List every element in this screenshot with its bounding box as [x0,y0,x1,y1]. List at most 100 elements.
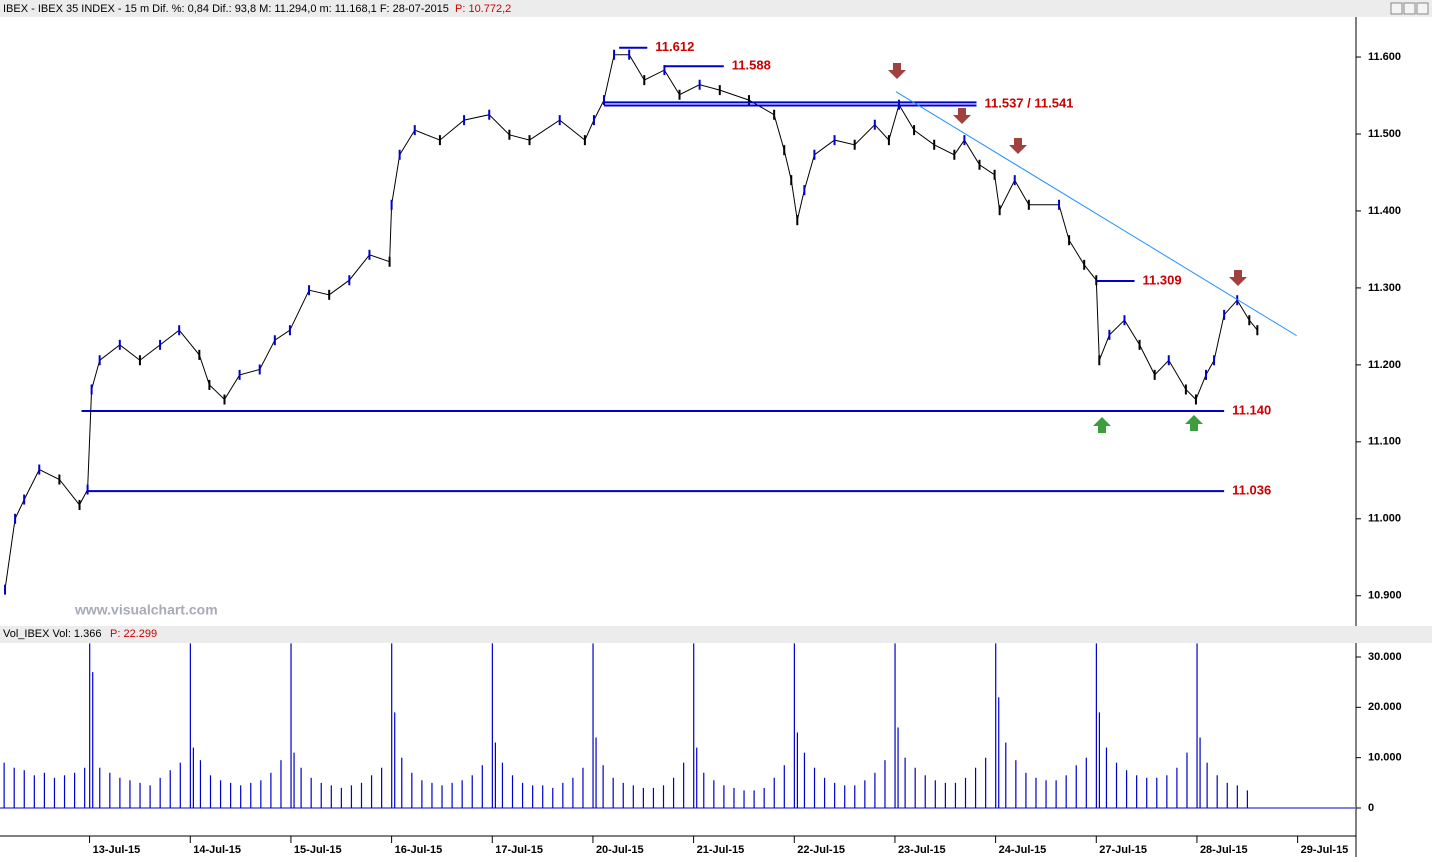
volume-bar [1136,775,1138,809]
minimize-button[interactable] [1390,2,1403,15]
price-bar [38,464,41,475]
price-bar [438,135,441,146]
close-button[interactable] [1416,2,1429,15]
y-tick-label: 11.000 [1368,513,1401,525]
price-bar [90,384,93,395]
volume-bar [461,780,463,809]
down-arrow [888,63,906,79]
volume-bar [1105,747,1108,809]
volume-bar [53,777,56,809]
volume-header-bar [0,626,1432,643]
volume-bar [3,762,5,809]
price-bar [198,349,201,360]
x-tick-label: 16-Jul-15 [395,844,443,856]
price-bar [813,149,816,160]
price-bar [643,75,646,86]
price-bar [413,125,416,136]
price-bar [1108,329,1111,340]
price-bar [178,325,181,336]
price-bar [1184,384,1187,395]
price-bar [913,125,916,136]
volume-bar [179,762,181,809]
volume-bar [1025,772,1027,809]
price-bar [1013,175,1016,186]
volume-bar [1199,737,1201,809]
volume-bar [192,747,194,809]
price-bar [508,129,511,140]
price-bar [1248,315,1251,326]
volume-bar [964,777,967,809]
volume-bar [1196,643,1198,809]
x-tick-label: 22-Jul-15 [797,844,845,856]
price-bar [1236,295,1239,306]
volume-bar [693,643,695,809]
watermark: www.visualchart.com [74,602,218,618]
price-bar [663,65,666,76]
price-bar [1098,355,1101,366]
price-bar [628,49,631,60]
price-bar [1153,369,1156,380]
volume-bar [602,765,604,809]
price-bar [833,135,836,146]
volume-bar [441,785,443,809]
volume-bar [451,782,453,809]
price-bar [583,135,586,146]
price-bar [1256,325,1259,336]
y-tick-label: 11.200 [1368,359,1401,371]
price-bar [1123,315,1126,326]
y-tick-label: 11.500 [1368,128,1401,140]
price-bar [528,135,531,146]
price-bar [1027,199,1030,210]
volume-bar [914,767,916,809]
volume-bar [1005,742,1007,809]
volume-bar [1125,770,1128,809]
volume-bar [471,775,473,809]
price-line [4,54,1258,590]
volume-bar [904,757,906,809]
volume-bar [793,643,795,809]
volume-bar [1246,790,1248,809]
volume-bar [129,780,131,809]
volume-bar [149,785,151,809]
y-tick-label: 30.000 [1368,651,1402,663]
volume-bar [844,785,846,809]
price-bar [1205,369,1208,380]
price-bar [398,149,401,160]
volume-bar [1146,777,1148,809]
level-label: 11.140 [1232,402,1271,417]
down-arrow [1009,138,1027,154]
volume-bar [743,790,745,809]
up-arrow [1185,415,1203,431]
price-bar [933,139,936,150]
volume-bar [13,767,15,809]
volume-bar [411,772,413,809]
volume-bar [582,767,584,809]
volume-bar [481,765,483,809]
down-arrow [1229,270,1247,286]
price-bar [953,149,956,160]
price-bar [348,275,351,286]
volume-bar [662,785,665,809]
volume-bar [159,777,161,809]
price-bar [718,85,721,96]
volume-bar [954,782,957,809]
level-label: 11.309 [1143,272,1182,287]
price-bar [208,379,211,390]
volume-bar [1085,757,1087,809]
volume-bar [1115,762,1118,809]
volume-bar [230,782,232,809]
price-bar [993,169,996,180]
x-tick-label: 23-Jul-15 [898,844,946,856]
maximize-button[interactable] [1403,2,1416,15]
volume-bar [612,777,614,809]
volume-bar [532,785,534,809]
price-bar [98,355,101,366]
volume-bar [1236,785,1238,809]
y-tick-label: 10.900 [1368,590,1402,602]
volume-bar [84,767,86,809]
volume-bar [394,712,396,809]
price-bar [288,325,291,336]
volume-bar [340,787,342,809]
volume-bar [1156,777,1158,809]
x-tick-label: 21-Jul-15 [697,844,745,856]
